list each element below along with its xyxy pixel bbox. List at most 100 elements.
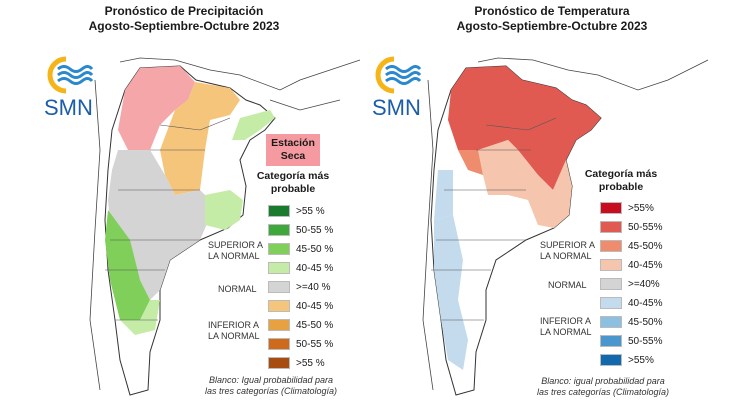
temp-legend-item: 50-55% (600, 221, 662, 235)
group-label: SUPERIOR A (540, 240, 596, 250)
precip-legend-item: 50-55 % (268, 224, 333, 238)
legend-swatch (600, 259, 622, 272)
precip-legend-title-line1: Categoría más (256, 170, 330, 182)
region-below-40-45 (434, 215, 468, 370)
precip-title-line1: Pronóstico de Precipitación (104, 4, 264, 18)
precip-title-line2: Agosto-Septiembre-Octubre 2023 (88, 19, 280, 33)
group-label: INFERIOR A (208, 320, 260, 330)
group-label: LA NORMAL (540, 327, 592, 337)
legend-swatch (268, 338, 290, 351)
legend-label: >55 % (296, 358, 325, 369)
smn-logo-icon (47, 56, 94, 94)
neighbor-border (422, 79, 434, 391)
precip-legend-item: 40-45 % (268, 300, 333, 314)
precip-group-above: SUPERIOR A LA NORMAL (208, 240, 263, 262)
legend-label: 50-55 % (296, 339, 334, 350)
temp-legend-title-line2: probable (598, 181, 644, 193)
region-above-40-45-ne (232, 110, 275, 140)
temp-map (422, 57, 709, 396)
temp-legend-item: >55% (600, 354, 654, 368)
precip-group-below: INFERIOR A LA NORMAL (208, 320, 260, 342)
dry-season-line1: Estación (271, 137, 315, 149)
neighbor-border (119, 57, 361, 91)
note-line2: las tres categorías (Climatología) (536, 387, 670, 397)
precip-group-normal: NORMAL (218, 284, 257, 294)
legend-swatch (600, 202, 622, 215)
precip-legend-item: >=40 % (268, 281, 330, 295)
precip-legend-item: >55 % (268, 357, 325, 371)
region-above-45-50 (105, 210, 150, 320)
note-line1: Blanco: igual probabilidad para (541, 376, 665, 386)
temp-legend-item: >55% (600, 202, 654, 216)
legend-swatch (268, 262, 290, 275)
group-label: INFERIOR A (540, 316, 592, 326)
legend-label: 40-45 % (296, 301, 334, 312)
legend-swatch (268, 300, 290, 313)
legend-swatch (600, 354, 622, 367)
legend-label: 40-45% (628, 298, 663, 309)
group-label: LA NORMAL (208, 251, 260, 261)
legend-label: >55 % (296, 206, 325, 217)
region-dry-northwest (118, 66, 195, 150)
precip-legend-title-line2: probable (270, 183, 316, 195)
legend-label: 45-50 % (296, 320, 334, 331)
smn-logo: SMN (372, 55, 422, 125)
group-label: LA NORMAL (208, 331, 260, 341)
precip-legend-item: >55 % (268, 205, 325, 219)
temp-legend-item: 40-45% (600, 259, 662, 273)
smn-logo-text: SMN (44, 95, 93, 120)
region-above-45-50 (458, 150, 483, 175)
legend-swatch (268, 357, 290, 370)
legend-swatch (600, 278, 622, 291)
temp-legend-title-line1: Categoría más (584, 168, 658, 180)
legend-swatch (600, 221, 622, 234)
legend-swatch (600, 316, 622, 329)
group-label: SUPERIOR A (208, 240, 264, 250)
temp-legend-item: 40-45% (600, 297, 662, 311)
legend-swatch (268, 224, 290, 237)
region-above-40-45-ba (205, 190, 243, 230)
legend-label: 40-45% (628, 260, 663, 271)
legend-label: 50-55 % (296, 225, 334, 236)
legend-label: >=40% (628, 279, 660, 290)
legend-label: >55% (628, 355, 654, 366)
neighbor-border (89, 79, 101, 391)
region-below-40-45-north (434, 170, 453, 220)
legend-swatch (268, 319, 290, 332)
region-above-40-45 (478, 140, 572, 228)
temp-legend-item: >=40% (600, 278, 660, 292)
temp-group-above: SUPERIOR A LA NORMAL (540, 240, 595, 262)
temp-title-line2: Agosto-Septiembre-Octubre 2023 (456, 19, 648, 33)
temp-legend-title: Categoría más probable (576, 168, 666, 194)
temp-title: Pronóstico de Temperatura Agosto-Septiem… (368, 4, 736, 34)
group-label: LA NORMAL (540, 251, 592, 261)
precip-legend-title: Categoría más probable (248, 170, 338, 196)
region-above-50-55 (448, 66, 601, 190)
dry-season-badge: Estación Seca (266, 134, 320, 166)
legend-label: >=40 % (296, 282, 331, 293)
neighbor-border (477, 57, 709, 91)
temp-group-normal: NORMAL (548, 280, 587, 290)
province-borders (105, 117, 231, 321)
legend-label: 45-50 % (296, 244, 334, 255)
temp-group-below: INFERIOR A LA NORMAL (540, 316, 592, 338)
temp-legend-item: 45-50% (600, 240, 662, 254)
legend-label: 40-45 % (296, 263, 334, 274)
legend-swatch (268, 281, 290, 294)
legend-label: 50-55% (628, 222, 663, 233)
legend-label: 45-50% (628, 317, 663, 328)
smn-logo-icon (375, 56, 422, 94)
note-line1: Blanco: Igual probabilidad para (208, 375, 334, 385)
temp-note: Blanco: igual probabilidad para las tres… (518, 376, 688, 398)
note-line2: las tres categorías (Climatología) (204, 386, 338, 396)
legend-swatch (600, 240, 622, 253)
legend-swatch (268, 205, 290, 218)
region-above-40-45 (120, 300, 160, 335)
precip-legend-item: 45-50 % (268, 319, 333, 333)
temp-legend-item: 50-55% (600, 335, 662, 349)
smn-logo-text: SMN (372, 95, 421, 120)
temperature-panel: Pronóstico de Temperatura Agosto-Septiem… (368, 0, 736, 419)
temp-title-line1: Pronóstico de Temperatura (474, 4, 630, 18)
legend-swatch (268, 243, 290, 256)
legend-swatch (600, 297, 622, 310)
